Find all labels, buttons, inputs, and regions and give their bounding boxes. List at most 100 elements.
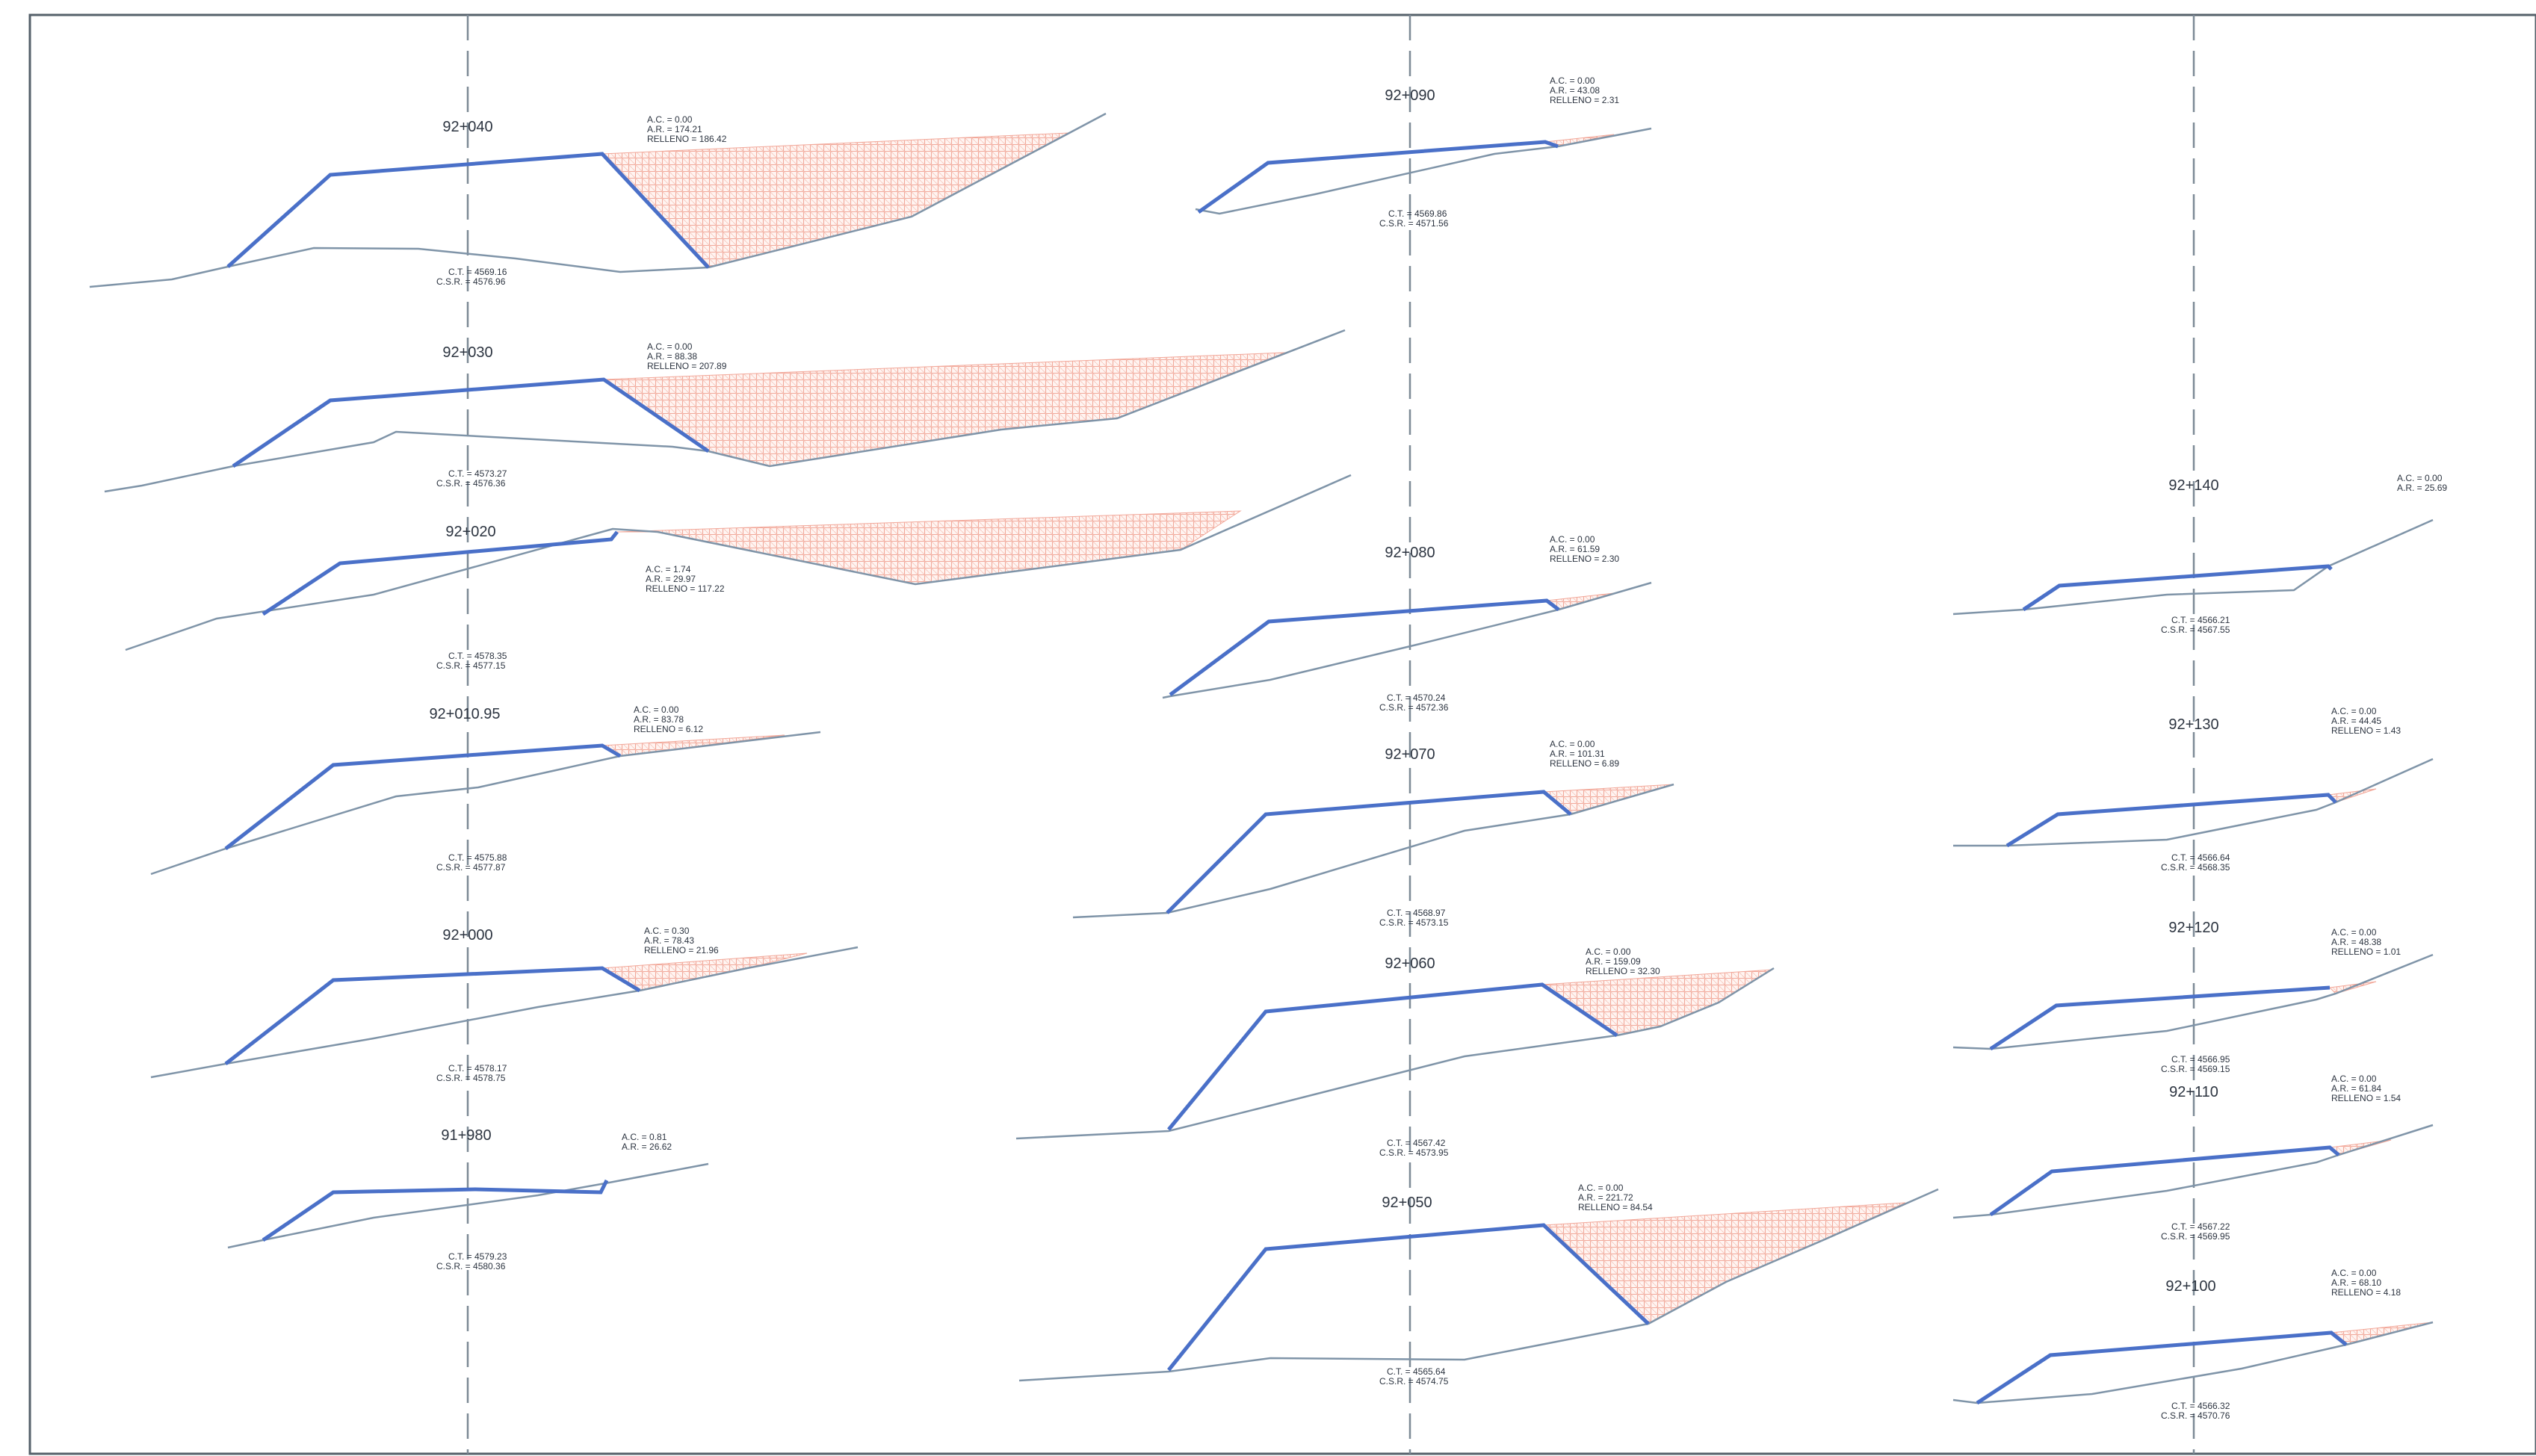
design-section — [226, 152, 710, 269]
section-92-080: 92+080 A.C. = 0.00 A.R. = 61.59 RELLENO … — [1162, 534, 1652, 713]
ground-line — [1195, 127, 1652, 215]
elev-ct: C.T. = 4565.64 — [1387, 1366, 1446, 1377]
design-section — [262, 530, 619, 616]
section-92-020: 92+020 A.C. = 1.74 A.R. = 29.97 RELLENO … — [125, 474, 1352, 671]
area-relleno: RELLENO = 2.31 — [1550, 95, 1619, 105]
design-section — [2005, 793, 2337, 848]
area-ac: A.C. = 0.00 — [647, 341, 693, 352]
area-ar: A.R. = 25.69 — [2397, 483, 2447, 493]
ground-line — [125, 474, 1352, 651]
elev-csr: C.S.R. = 4570.76 — [2161, 1410, 2230, 1421]
ground-line — [1072, 783, 1674, 919]
design-section — [1989, 985, 2331, 1051]
station-label: 92+130 — [2168, 716, 2218, 733]
area-relleno: RELLENO = 21.96 — [644, 945, 719, 955]
area-relleno: RELLENO = 84.54 — [1578, 1202, 1653, 1212]
section-92-040: 92+040 A.C. = 0.00 A.R. = 174.21 RELLENO… — [89, 112, 1107, 288]
area-ar: A.R. = 61.84 — [2331, 1083, 2381, 1094]
elev-ct: C.T. = 4567.22 — [2171, 1221, 2230, 1232]
station-label: 92+120 — [2168, 920, 2218, 936]
design-section — [1989, 1145, 2340, 1217]
ground-line — [150, 946, 859, 1079]
design-section — [1976, 1330, 2348, 1405]
area-ac: A.C. = 0.00 — [2331, 1074, 2377, 1084]
section-92-100: 92+100 A.C. = 0.00 A.R. = 68.10 RELLENO … — [1952, 1268, 2434, 1421]
elev-ct: C.T. = 4568.97 — [1387, 908, 1446, 918]
ground-line — [1952, 953, 2434, 1050]
area-ac: A.C. = 0.30 — [644, 926, 690, 936]
design-section — [232, 377, 710, 468]
ground-line — [1952, 1124, 2434, 1219]
area-ac: A.C. = 0.00 — [2331, 1268, 2377, 1278]
area-ac: A.C. = 0.00 — [647, 114, 693, 125]
area-ar: A.R. = 78.43 — [644, 935, 694, 946]
elev-csr: C.S.R. = 4567.55 — [2161, 625, 2230, 635]
area-ar: A.R. = 159.09 — [1586, 956, 1641, 967]
area-relleno: RELLENO = 117.22 — [646, 583, 725, 594]
area-relleno: RELLENO = 6.89 — [1550, 758, 1619, 769]
ground-line — [1162, 581, 1652, 699]
ground-line — [1015, 967, 1775, 1140]
station-label: 92+110 — [2169, 1084, 2218, 1100]
design-section — [1167, 1223, 1650, 1372]
fill-area — [601, 132, 1069, 268]
area-ac: A.C. = 0.00 — [2397, 473, 2443, 483]
area-ar: A.R. = 29.97 — [646, 574, 696, 584]
elev-ct: C.T. = 4566.64 — [2171, 852, 2230, 863]
area-ac: A.C. = 1.74 — [646, 564, 691, 574]
area-relleno: RELLENO = 186.42 — [647, 134, 727, 144]
station-label: 92+040 — [442, 119, 492, 135]
elev-csr: C.S.R. = 4571.56 — [1379, 218, 1449, 229]
station-label: 92+070 — [1385, 746, 1435, 763]
area-ar: A.R. = 221.72 — [1578, 1192, 1633, 1203]
area-ac: A.C. = 0.00 — [1550, 534, 1595, 545]
fill-area — [1542, 1202, 1906, 1325]
ground-line — [227, 1162, 709, 1249]
drawing-frame — [28, 13, 2536, 1455]
area-ar: A.R. = 43.08 — [1550, 85, 1600, 96]
ground-line — [89, 112, 1107, 288]
area-ac: A.C. = 0.00 — [634, 704, 679, 715]
area-ac: A.C. = 0.00 — [1550, 75, 1595, 86]
elev-csr: C.S.R. = 4574.75 — [1379, 1376, 1449, 1387]
area-ac: A.C. = 0.00 — [1550, 739, 1595, 749]
fill-area — [1541, 969, 1773, 1036]
station-label: 92+080 — [1385, 545, 1435, 561]
station-label: 92+100 — [2165, 1278, 2215, 1295]
design-section — [224, 743, 622, 850]
ground-line — [150, 731, 821, 876]
section-92-090: 92+090 A.C. = 0.00 A.R. = 43.08 RELLENO … — [1195, 75, 1652, 229]
elev-csr: C.S.R. = 4577.87 — [436, 862, 506, 873]
ground-line — [104, 329, 1346, 493]
section-92-070: 92+070 A.C. = 0.00 A.R. = 101.31 RELLENO… — [1072, 739, 1674, 928]
elev-ct: C.T. = 4566.21 — [2171, 615, 2230, 625]
ground-line — [1952, 518, 2434, 616]
elev-csr: C.S.R. = 4580.36 — [436, 1261, 506, 1271]
section-92-060: 92+060 A.C. = 0.00 A.R. = 159.09 RELLENO… — [1015, 947, 1775, 1158]
area-ar: A.R. = 26.62 — [622, 1141, 672, 1152]
area-relleno: RELLENO = 32.30 — [1586, 966, 1660, 976]
elev-csr: C.S.R. = 4573.15 — [1379, 917, 1449, 928]
design-section — [1197, 140, 1559, 214]
elev-ct: C.T. = 4567.42 — [1387, 1138, 1446, 1148]
section-92-030: 92+030 A.C. = 0.00 A.R. = 88.38 RELLENO … — [104, 329, 1346, 493]
area-ar: A.R. = 68.10 — [2331, 1277, 2381, 1288]
fill-area — [616, 510, 1242, 585]
ground-line — [1953, 758, 2434, 847]
station-label: 91+980 — [441, 1127, 491, 1144]
section-92-140: 92+140 A.C. = 0.00 A.R. = 25.69 C.T. = 4… — [1952, 473, 2447, 635]
elev-csr: C.S.R. = 4572.36 — [1379, 702, 1449, 713]
area-relleno: RELLENO = 2.30 — [1550, 554, 1619, 564]
station-label: 92+010.95 — [429, 706, 500, 722]
elev-ct: C.T. = 4575.88 — [448, 852, 507, 863]
elev-csr: C.S.R. = 4578.75 — [436, 1073, 506, 1083]
area-relleno: RELLENO = 1.54 — [2331, 1093, 2401, 1103]
elev-ct: C.T. = 4566.32 — [2171, 1401, 2230, 1411]
elev-ct: C.T. = 4566.95 — [2171, 1054, 2230, 1065]
station-label: 92+030 — [442, 344, 492, 361]
area-relleno: RELLENO = 1.01 — [2331, 947, 2401, 957]
section-92-010-95: 92+010.95 A.C. = 0.00 A.R. = 83.78 RELLE… — [150, 704, 821, 876]
elev-csr: C.S.R. = 4576.36 — [436, 478, 506, 489]
area-ar: A.R. = 83.78 — [634, 714, 684, 725]
